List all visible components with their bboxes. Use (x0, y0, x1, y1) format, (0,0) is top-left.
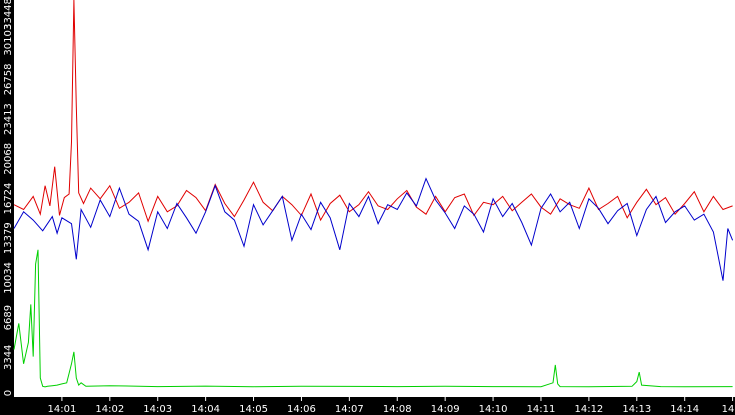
x-tick-label: 14:06 (287, 404, 316, 415)
series-line-1 (13, 0, 733, 223)
x-tick-label: 14:14 (670, 404, 699, 415)
x-tick-label: 14:02 (95, 404, 124, 415)
x-tick-label: 14:03 (143, 404, 172, 415)
x-axis-band (0, 397, 735, 415)
x-tick-label: 14:10 (479, 404, 508, 415)
y-tick-label: 20068 (3, 143, 14, 175)
y-tick-label: 13379 (3, 222, 14, 254)
y-tick-label: 30103 (3, 24, 14, 56)
y-tick-label: 26758 (3, 63, 14, 95)
y-tick-layer: 0 3344 6689 10034 13379 16724 20068 23413 26758 3… (3, 0, 14, 396)
y-tick-label: 0 (3, 390, 14, 396)
y-tick-label: 10034 (3, 262, 14, 294)
x-tick-label: 14:04 (191, 404, 220, 415)
series-layer (13, 0, 734, 388)
y-axis-band (0, 0, 14, 415)
y-tick-label: 16724 (3, 183, 14, 215)
x-tick-label: 14:08 (383, 404, 412, 415)
y-tick-label: 23413 (3, 103, 14, 135)
x-tick-layer: 14:01 14:02 14:03 14:04 14:05 14:06 14:07 14:08… (47, 397, 734, 415)
y-tick-label: 33448 (3, 0, 14, 30)
x-tick-label: 14:13 (622, 404, 651, 415)
y-tick-label: 6689 (3, 305, 14, 330)
x-tick-label: 14:11 (527, 404, 556, 415)
x-tick-label: 14:12 (574, 404, 603, 415)
x-tick-label: 14:01 (47, 404, 76, 415)
y-tick-label: 3344 (3, 345, 14, 370)
series-line-3 (13, 249, 733, 388)
x-tick-label: 14:09 (431, 404, 460, 415)
series-line-2 (13, 177, 734, 281)
x-tick-label: 14:05 (239, 404, 268, 415)
x-tick-label: 14:07 (335, 404, 364, 415)
x-tick-label: 14 (722, 404, 735, 415)
